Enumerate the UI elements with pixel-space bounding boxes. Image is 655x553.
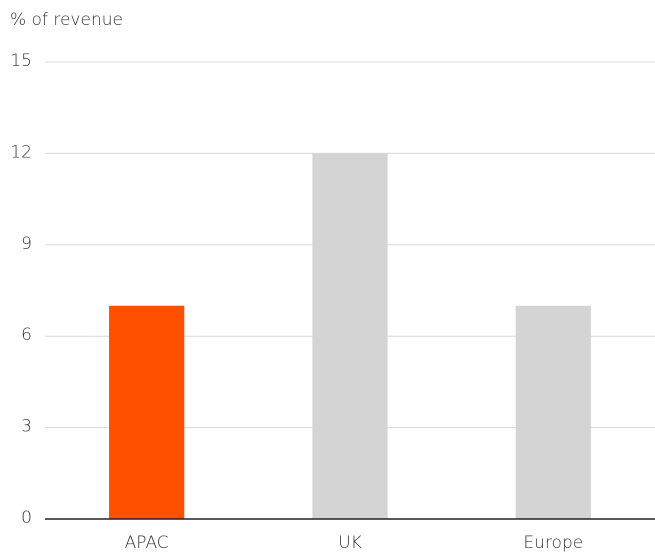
x-tick-label: UK bbox=[338, 533, 362, 553]
x-tick-label: Europe bbox=[523, 533, 583, 553]
y-tick-label: 0 bbox=[21, 508, 32, 528]
bar bbox=[109, 305, 185, 519]
y-tick-label: 6 bbox=[21, 325, 32, 345]
x-tick-label: APAC bbox=[125, 533, 169, 553]
y-tick-label: 12 bbox=[10, 142, 32, 162]
y-tick-label: 9 bbox=[21, 234, 32, 254]
bar bbox=[312, 153, 388, 519]
y-tick-label: 3 bbox=[21, 417, 32, 437]
y-tick-label: 15 bbox=[10, 51, 32, 71]
bar bbox=[515, 305, 591, 519]
y-axis-label: % of revenue bbox=[10, 10, 123, 30]
